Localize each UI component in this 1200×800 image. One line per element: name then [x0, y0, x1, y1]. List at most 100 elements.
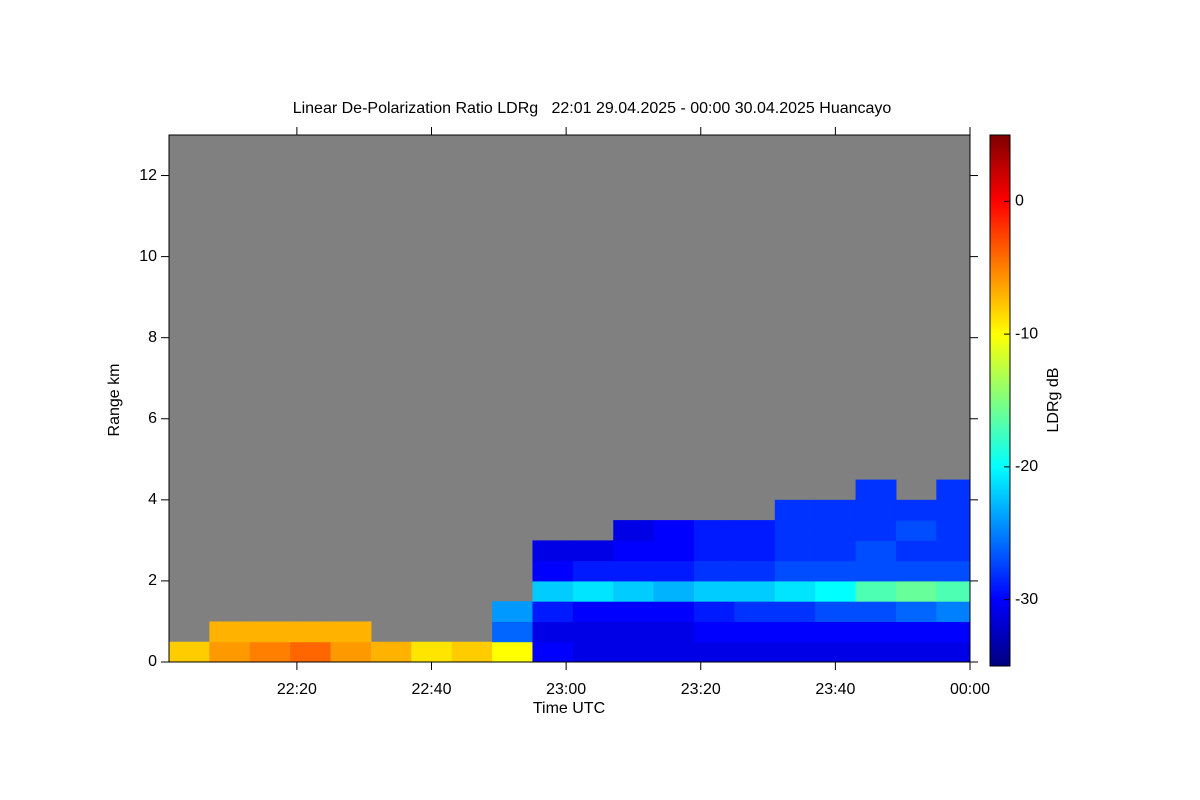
heat-cell [532, 540, 574, 562]
heat-cell [694, 560, 735, 582]
heat-cell [855, 479, 897, 501]
heat-cell [653, 621, 695, 643]
colorbar-tick-label: 0 [1015, 193, 1024, 210]
heat-cell [734, 540, 776, 562]
y-tick-label: 8 [148, 329, 157, 346]
heat-cell [774, 560, 816, 582]
heat-cell [249, 641, 291, 663]
heat-cell [734, 560, 776, 582]
heat-cell [774, 641, 816, 663]
heat-cell [613, 520, 655, 541]
heat-cell [774, 621, 816, 643]
heat-cell [451, 641, 493, 663]
heat-cell [694, 601, 735, 622]
heat-cell [895, 560, 937, 582]
y-tick-label: 10 [139, 248, 157, 265]
heat-cell [694, 540, 735, 562]
heat-cell [532, 641, 574, 663]
heat-cell [734, 601, 776, 622]
colorbar [989, 134, 1011, 667]
x-axis-label: Time UTC [533, 700, 605, 717]
heat-cell [936, 520, 971, 541]
heat-cell [815, 621, 857, 643]
heat-cell [936, 621, 971, 643]
heat-cell [532, 580, 574, 602]
heat-cell [572, 560, 614, 582]
heat-cell [613, 560, 655, 582]
x-tick-label: 22:40 [411, 681, 451, 698]
heat-cell [653, 520, 695, 541]
heat-cell [855, 499, 897, 521]
heat-cell [936, 540, 971, 562]
heat-cell [572, 580, 614, 602]
heat-cell [532, 621, 574, 643]
heat-cell [936, 601, 971, 622]
heat-cell [653, 641, 695, 663]
heat-cell [694, 621, 735, 643]
heat-cell [532, 601, 574, 622]
heat-cell [815, 540, 857, 562]
heat-cell [936, 479, 971, 501]
heat-cell [613, 540, 655, 562]
heat-cell [572, 540, 614, 562]
heat-cell [815, 520, 857, 541]
heat-cell [895, 580, 937, 602]
heat-cell [936, 499, 971, 521]
heat-cell [370, 641, 412, 663]
heat-cell [815, 601, 857, 622]
heat-cell [855, 540, 897, 562]
heat-cell [936, 580, 971, 602]
heat-cell [572, 621, 614, 643]
y-tick-label: 12 [139, 167, 157, 184]
heat-cell [209, 621, 251, 643]
heat-cell [895, 621, 937, 643]
heat-cell [895, 499, 937, 521]
y-axis-label: Range km [106, 364, 123, 437]
chart-title: Linear De-Polarization Ratio LDRg 22:01 … [293, 100, 892, 117]
heat-cell [895, 641, 937, 663]
heat-cell [774, 580, 816, 602]
heat-cell [855, 641, 897, 663]
heat-cell [653, 540, 695, 562]
heat-cell [572, 601, 614, 622]
heat-cell [734, 621, 776, 643]
heat-cell [613, 621, 655, 643]
colorbar-tick-label: -20 [1015, 458, 1038, 475]
heat-cell [774, 520, 816, 541]
heat-cell [169, 641, 210, 663]
y-tick-label: 4 [148, 491, 157, 508]
heat-cell [694, 520, 735, 541]
heat-cell [572, 641, 614, 663]
heat-cell [653, 601, 695, 622]
x-tick-label: 22:20 [277, 681, 317, 698]
x-tick-label: 23:20 [681, 681, 721, 698]
heat-cell [613, 601, 655, 622]
heat-cell [895, 520, 937, 541]
heat-cell [815, 499, 857, 521]
heat-cell [290, 641, 332, 663]
heat-cell [249, 621, 291, 643]
heat-cell [936, 560, 971, 582]
heat-cell [411, 641, 453, 663]
colorbar-tick-label: -30 [1015, 591, 1038, 608]
x-tick-label: 23:40 [815, 681, 855, 698]
heat-cell [815, 560, 857, 582]
x-tick-label: 23:00 [546, 681, 586, 698]
heat-cell [613, 580, 655, 602]
heat-cell [936, 641, 971, 663]
heat-cell [855, 560, 897, 582]
y-tick-label: 0 [148, 653, 157, 670]
y-tick-label: 2 [148, 572, 157, 589]
heat-cell [653, 560, 695, 582]
heat-cell [330, 641, 372, 663]
x-tick-label: 00:00 [950, 681, 990, 698]
heat-cell [492, 641, 533, 663]
heat-cell [492, 601, 533, 622]
heat-cell [895, 540, 937, 562]
heat-cell [855, 601, 897, 622]
heat-cell [774, 540, 816, 562]
heat-cell [734, 580, 776, 602]
heat-cell [330, 621, 372, 643]
heat-cell [774, 601, 816, 622]
